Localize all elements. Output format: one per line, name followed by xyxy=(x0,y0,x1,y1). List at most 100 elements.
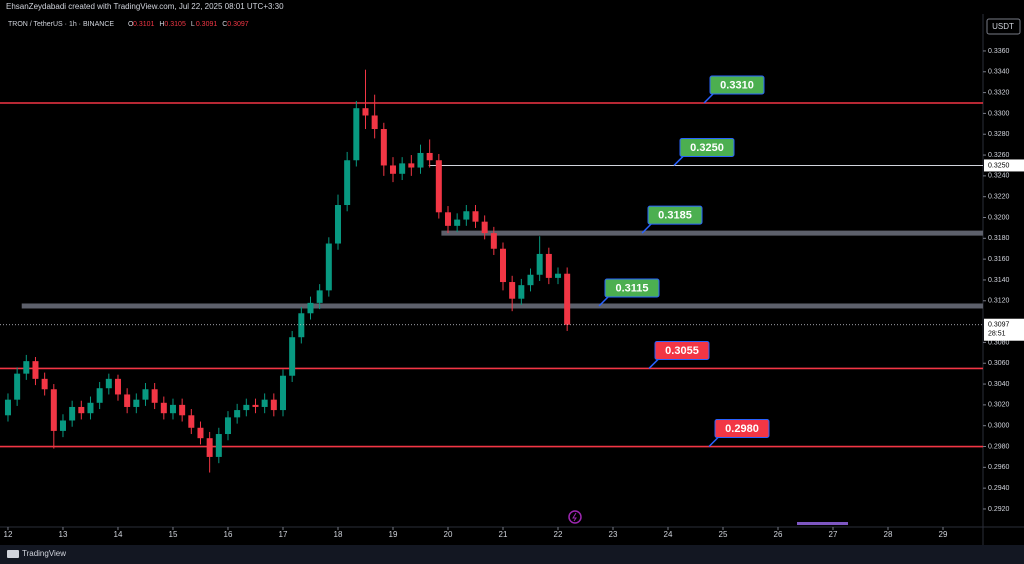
level-label-box xyxy=(647,205,703,225)
ohlc-value: 0.3105 xyxy=(164,21,186,28)
x-tick-label: 18 xyxy=(334,530,343,539)
candle-body xyxy=(344,160,351,206)
candle-body xyxy=(215,434,222,457)
ohlc-value: 0.3091 xyxy=(196,21,218,28)
candle-body xyxy=(206,438,213,457)
candle-body xyxy=(279,375,286,411)
x-tick-label: 12 xyxy=(4,530,13,539)
candle-body xyxy=(252,404,259,407)
candle-body xyxy=(14,373,21,400)
candle-body xyxy=(380,129,387,166)
attribution: EhsanZeydabadi created with TradingView.… xyxy=(6,2,284,11)
level-band xyxy=(441,230,984,236)
countdown: 28:51 xyxy=(988,331,1006,338)
candle-body xyxy=(371,115,378,130)
x-tick-label: 26 xyxy=(774,530,783,539)
y-tick-label: 0.3020 xyxy=(988,402,1010,409)
candle-body xyxy=(197,427,204,439)
y-tick-label: 0.3040 xyxy=(988,381,1010,388)
x-tick-label: 23 xyxy=(609,530,618,539)
ohlc-key: O xyxy=(128,21,134,28)
y-tick-label: 0.3200 xyxy=(988,214,1010,221)
candle-body xyxy=(325,243,332,291)
last-price-label: 0.3097 xyxy=(988,322,1010,329)
event-icon-bolt xyxy=(572,512,577,522)
candle-body xyxy=(234,410,241,418)
y-tick-label: 0.3280 xyxy=(988,131,1010,138)
y-tick-label: 0.3060 xyxy=(988,360,1010,367)
y-tick-label: 0.3220 xyxy=(988,194,1010,201)
y-tick-label: 0.3140 xyxy=(988,277,1010,284)
candle-body xyxy=(362,108,369,116)
level-label: 0.3250 xyxy=(690,142,724,154)
x-tick-label: 24 xyxy=(664,530,673,539)
candle-body xyxy=(96,388,103,403)
candle-body xyxy=(463,211,470,220)
y-tick-label: 0.3240 xyxy=(988,173,1010,180)
y-tick-label: 0.3260 xyxy=(988,152,1010,159)
y-tick-label: 0.2960 xyxy=(988,464,1010,471)
x-tick-label: 29 xyxy=(939,530,948,539)
candle-body xyxy=(289,337,296,376)
level-label: 0.3055 xyxy=(665,345,699,357)
candle-body xyxy=(270,399,277,411)
x-tick-label: 20 xyxy=(444,530,453,539)
y-tick-label: 0.3080 xyxy=(988,339,1010,346)
candle-body xyxy=(536,253,543,275)
candle-body xyxy=(426,152,433,161)
candle-body xyxy=(564,273,571,325)
level-label: 0.2980 xyxy=(725,423,759,435)
ohlc-value: 0.3097 xyxy=(227,21,249,28)
x-tick-label: 13 xyxy=(59,530,68,539)
candle-body xyxy=(472,211,479,222)
x-tick-label: 28 xyxy=(884,530,893,539)
candle-body xyxy=(87,402,94,414)
candle-body xyxy=(490,233,497,249)
y-tick-label: 0.3160 xyxy=(988,256,1010,263)
last-price-box xyxy=(984,318,1024,341)
candle-body xyxy=(124,394,131,407)
unit: USDT xyxy=(992,22,1014,31)
footer-bar xyxy=(0,545,1024,564)
brand-logo xyxy=(7,550,19,558)
x-tick-label: 27 xyxy=(829,530,838,539)
y-tick-label: 0.2980 xyxy=(988,443,1010,450)
candle-body xyxy=(554,273,561,278)
candle-body xyxy=(160,402,167,414)
candle-body xyxy=(307,302,314,314)
y-tick-label: 0.3320 xyxy=(988,89,1010,96)
x-tick-label: 25 xyxy=(719,530,728,539)
symbol: TRON / TetherUS · 1h · BINANCE xyxy=(8,21,114,28)
level-label: 0.3115 xyxy=(615,282,648,294)
level-label: 0.3185 xyxy=(658,210,692,222)
level-axis-box xyxy=(984,159,1024,172)
candle-body xyxy=(417,152,424,168)
y-tick-label: 0.3000 xyxy=(988,423,1010,430)
x-tick-label: 14 xyxy=(114,530,123,539)
x-tick-label: 15 xyxy=(169,530,178,539)
ohlc-key: C xyxy=(222,21,227,28)
candle-body xyxy=(454,219,461,226)
y-tick-label: 0.3360 xyxy=(988,48,1010,55)
level-label-box xyxy=(679,137,735,157)
candle-body xyxy=(151,389,158,403)
level-label: 0.3310 xyxy=(720,79,754,91)
candle-body xyxy=(23,361,30,374)
candle-body xyxy=(408,163,415,168)
candle-body xyxy=(224,417,231,435)
y-tick-label: 0.3120 xyxy=(988,298,1010,305)
event-icon[interactable] xyxy=(568,510,582,524)
candle-body xyxy=(389,165,396,174)
y-tick-label: 0.3340 xyxy=(988,69,1010,76)
candle-body xyxy=(261,399,268,407)
candle-body xyxy=(243,404,250,411)
candle-body xyxy=(316,290,323,303)
candle-body xyxy=(114,378,121,395)
level-band xyxy=(21,303,983,309)
candle-body xyxy=(334,205,341,244)
candle-body xyxy=(399,163,406,174)
ohlc-key: L xyxy=(191,21,195,28)
candle-body xyxy=(4,399,11,416)
candle-body xyxy=(59,420,66,431)
candle-body xyxy=(509,282,516,299)
